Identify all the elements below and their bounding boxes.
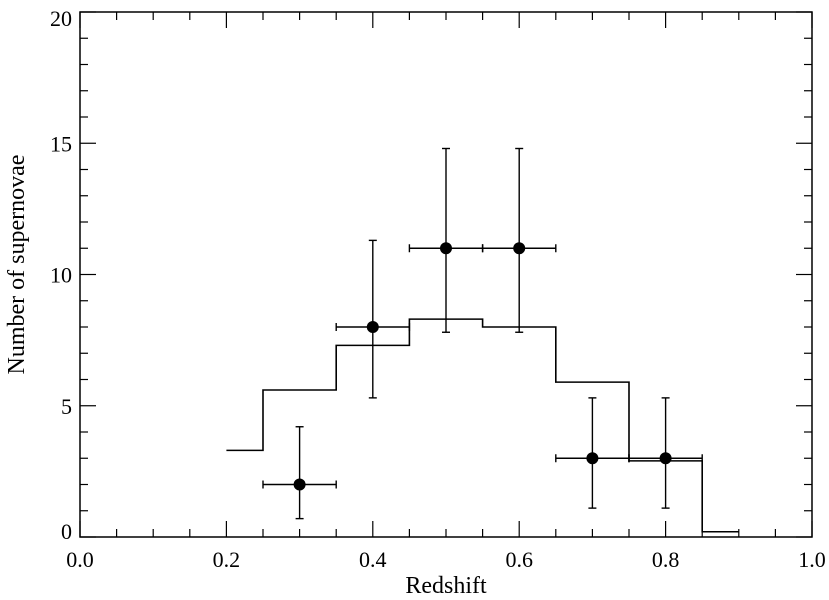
data-point-group [335, 239, 411, 399]
y-tick-label: 20 [50, 6, 72, 31]
x-tick-label: 0.8 [652, 547, 680, 572]
x-tick-label: 1.0 [798, 547, 826, 572]
x-axis-label: Redshift [405, 573, 487, 599]
data-points [262, 147, 703, 520]
data-point [293, 478, 306, 491]
data-point-group [408, 147, 484, 333]
data-point-group [481, 147, 557, 333]
y-tick-label: 0 [61, 519, 72, 544]
data-point-group [555, 397, 630, 509]
y-tick-label: 5 [61, 394, 72, 419]
histogram-step-line [226, 318, 739, 533]
data-point-group [628, 397, 703, 509]
data-point [659, 452, 672, 465]
x-tick-label: 0.4 [359, 547, 387, 572]
data-point [440, 242, 452, 255]
data-point [586, 452, 599, 465]
x-tick-label: 0.0 [66, 547, 94, 572]
y-tick-label: 10 [50, 263, 72, 288]
y-axis-label: Number of supernovae [4, 155, 30, 375]
data-point [513, 242, 526, 255]
x-tick-label: 0.6 [505, 547, 533, 572]
plot-frame [79, 11, 813, 538]
y-tick-label: 15 [50, 131, 72, 156]
data-point-group [262, 426, 337, 520]
x-tick-label: 0.2 [213, 547, 241, 572]
data-point [366, 321, 379, 333]
tick-labels: 0.0 0.2 0.4 0.6 0.8 1.0 0 5 10 15 20 [50, 6, 826, 572]
